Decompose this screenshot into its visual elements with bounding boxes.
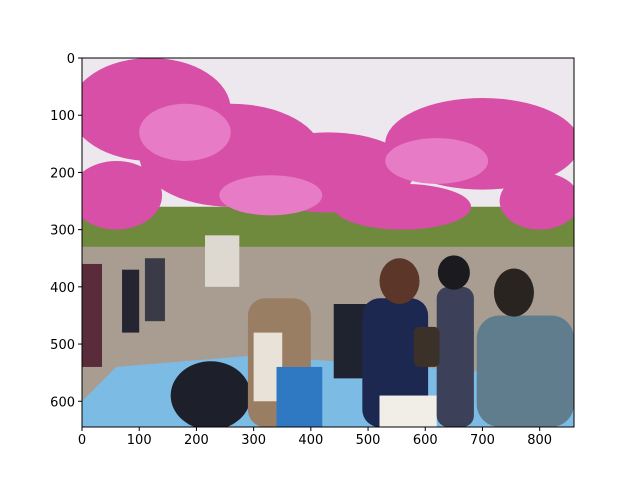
x-tick-label: 0 [78,433,86,448]
x-tick-label: 300 [241,433,266,448]
y-tick-label: 200 [50,166,75,181]
x-tick-label: 600 [413,433,438,448]
y-tick-label: 400 [50,281,75,296]
y-tick-label: 100 [50,109,75,124]
monument [205,235,240,287]
axes-frame [81,57,575,428]
photo [82,58,575,428]
x-tick-label: 700 [470,433,495,448]
x-tick-label: 800 [527,433,552,448]
x-tick-label: 200 [184,433,209,448]
x-tick-label: 400 [298,433,323,448]
y-tick-label: 300 [50,224,75,239]
axes: 0 100 200 300 400 500 600 700 800 0 100 200 300 400 50… [50,52,552,448]
x-tick-label: 500 [356,433,381,448]
y-tick-label: 0 [67,52,75,67]
x-tick-label: 100 [127,433,152,448]
blossoms-light [139,103,489,216]
people [82,255,575,428]
y-tick-label: 500 [50,338,75,353]
y-tick-label: 600 [50,395,75,410]
